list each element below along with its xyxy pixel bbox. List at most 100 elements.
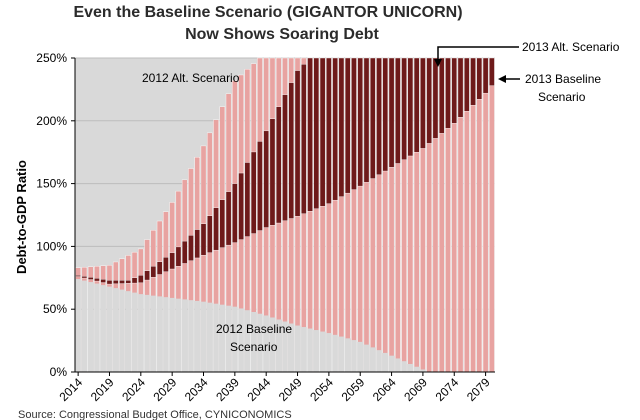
- bar-2012-baseline: [188, 300, 194, 372]
- annotation-2013-alt-arrowhead: [434, 59, 442, 67]
- source-note: Source: Congressional Budget Office, CYN…: [18, 409, 292, 420]
- y-tick-label: 250%: [36, 51, 67, 65]
- bar-group-2035: [207, 132, 213, 373]
- x-tick-label: 2039: [213, 375, 242, 404]
- x-tick-label: 2069: [401, 375, 430, 404]
- bar-group-2055: [332, 57, 338, 373]
- bar-2013-baseline: [489, 85, 495, 373]
- bar-group-2063: [382, 57, 389, 373]
- bar-2012-baseline: [357, 341, 363, 372]
- bar-2012-baseline: [294, 325, 301, 372]
- x-tick-label: 2024: [119, 375, 148, 404]
- bar-2013-baseline: [445, 128, 451, 373]
- x-tick-label: 2044: [245, 375, 274, 404]
- bar-group-2033: [194, 157, 201, 373]
- y-tick-labels: 0% 50% 100% 150% 200% 250%: [36, 51, 67, 379]
- bar-2013-baseline: [470, 105, 476, 373]
- bar-2012-baseline: [344, 338, 351, 372]
- annotation-2013-baseline-arrowhead: [498, 75, 506, 83]
- bar-2012-baseline: [282, 321, 288, 372]
- bar-group-2054: [326, 57, 332, 373]
- bar-group-2056: [338, 57, 345, 373]
- bar-group-2021: [119, 258, 125, 373]
- bar-group-2017: [94, 266, 100, 373]
- y-axis-label: Debt-to-GDP Ratio: [14, 160, 29, 274]
- bar-2012-baseline: [319, 331, 326, 372]
- bar-2013-baseline: [369, 178, 376, 373]
- bar-2012-baseline: [125, 291, 132, 372]
- bar-2012-baseline: [119, 289, 125, 372]
- bar-group-2072: [438, 57, 445, 373]
- bar-group-2023: [131, 251, 138, 373]
- x-tick-label: 2054: [307, 375, 336, 404]
- bar-2012-baseline: [207, 302, 213, 372]
- bar-2012-baseline: [332, 334, 338, 372]
- bars: [75, 57, 495, 373]
- bar-group-2066: [401, 57, 407, 373]
- bar-2012-baseline: [81, 280, 88, 372]
- bar-group-2018: [100, 265, 106, 373]
- bar-2012-baseline: [338, 336, 345, 372]
- bar-2012-baseline: [382, 352, 389, 372]
- x-tick-label: 2059: [339, 375, 368, 404]
- chart-title-line-2: Now Shows Soaring Debt: [185, 26, 379, 43]
- bar-group-2020: [112, 261, 119, 373]
- bar-2012-baseline: [87, 282, 94, 372]
- bar-2012-baseline: [307, 328, 313, 372]
- bar-2012-baseline: [100, 285, 106, 372]
- bar-group-2080: [489, 57, 495, 373]
- bar-group-2031: [181, 179, 188, 373]
- bar-group-2060: [363, 57, 370, 373]
- bar-2012-baseline: [413, 366, 420, 372]
- bar-group-2051: [307, 57, 313, 373]
- bar-group-2030: [175, 190, 182, 373]
- bar-group-2075: [457, 57, 464, 373]
- bar-group-2022: [125, 255, 132, 373]
- bar-group-2037: [219, 106, 226, 373]
- x-tick-label: 2079: [464, 375, 493, 404]
- bar-group-2032: [188, 168, 194, 373]
- bar-2013-baseline: [482, 92, 489, 373]
- bar-2012-baseline: [194, 300, 201, 372]
- annotation-2013-baseline-line-2: Scenario: [538, 90, 586, 104]
- bar-2012-baseline: [326, 333, 332, 372]
- bar-2013-baseline: [432, 138, 439, 373]
- bar-group-2015: [81, 267, 88, 373]
- bar-2012-baseline: [420, 369, 426, 372]
- bar-2012-baseline: [351, 340, 357, 372]
- x-tick-label: 2034: [182, 375, 211, 404]
- bar-group-2028: [163, 211, 169, 373]
- bar-2012-baseline: [369, 347, 376, 372]
- bar-group-2041: [244, 69, 251, 373]
- annotation-2012-alt-scenario: 2012 Alt. Scenario: [142, 71, 240, 85]
- bar-group-2078: [476, 57, 483, 373]
- bar-group-2068: [413, 57, 420, 373]
- bar-group-2065: [395, 57, 401, 373]
- bar-2012-baseline: [156, 296, 163, 372]
- y-tick-label: 100%: [36, 239, 67, 253]
- bar-2013-baseline: [407, 155, 414, 373]
- bar-group-2062: [376, 57, 382, 373]
- bar-2012-baseline: [269, 317, 276, 372]
- bar-2012-baseline: [313, 330, 320, 372]
- annotation-2013-alt-scenario: 2013 Alt. Scenario: [522, 40, 620, 54]
- bar-group-2069: [420, 57, 426, 373]
- bar-group-2074: [451, 57, 458, 373]
- bar-group-2034: [200, 145, 207, 373]
- annotation-2012-baseline-line-2: Scenario: [230, 340, 278, 354]
- bar-2012-baseline: [112, 288, 119, 372]
- bar-2012-baseline: [131, 292, 138, 372]
- bar-2013-baseline: [395, 163, 401, 373]
- bar-2012-baseline: [75, 279, 81, 372]
- bar-2012-baseline: [244, 310, 251, 372]
- bar-group-2050: [301, 57, 307, 373]
- bar-group-2027: [156, 220, 163, 373]
- bar-group-2019: [106, 265, 113, 373]
- bar-group-2071: [432, 57, 439, 373]
- bar-2012-baseline: [263, 315, 269, 372]
- bar-group-2026: [150, 230, 157, 373]
- bar-2012-baseline: [219, 304, 226, 372]
- annotation-2012-baseline-line-1: 2012 Baseline: [216, 322, 292, 336]
- bar-group-2064: [388, 57, 395, 373]
